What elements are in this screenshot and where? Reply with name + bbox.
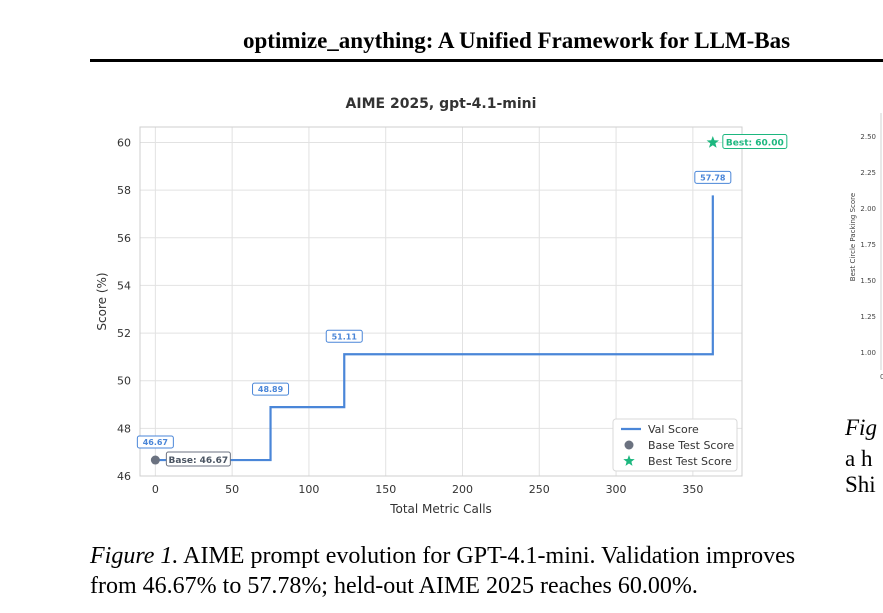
val-score-line bbox=[155, 195, 714, 462]
y-axis-label: Score (%) bbox=[95, 272, 109, 330]
step-label: 46.67 bbox=[143, 438, 168, 447]
x-tick-label: 50 bbox=[225, 483, 239, 496]
side-text-line-1: a h bbox=[845, 446, 873, 471]
base-label-box bbox=[165, 451, 231, 467]
x-tick-label: 350 bbox=[682, 483, 703, 496]
side-y-tick-label: 2.25 bbox=[860, 169, 876, 177]
side-y-tick-label: 2.50 bbox=[860, 133, 876, 141]
legend-base-label: Base Test Score bbox=[648, 439, 734, 452]
x-tick-label: 300 bbox=[606, 483, 627, 496]
legend-best-label: Best Test Score bbox=[648, 455, 732, 468]
paper-header-title: optimize_anything: A Unified Framework f… bbox=[243, 28, 791, 53]
y-tick-label: 60 bbox=[117, 136, 131, 149]
y-tick-label: 48 bbox=[117, 422, 131, 435]
step-label-box bbox=[325, 329, 363, 343]
x-tick-label: 200 bbox=[452, 483, 473, 496]
y-tick-label: 50 bbox=[117, 375, 131, 388]
y-tick-label: 52 bbox=[117, 327, 131, 340]
y-tick-label: 58 bbox=[117, 184, 131, 197]
side-y-axis-label: Best Circle Packing Score bbox=[849, 193, 857, 281]
best-label: Best: 60.00 bbox=[726, 138, 784, 148]
base-label: Base: 46.67 bbox=[169, 456, 229, 466]
figure-caption: Figure 1. AIME prompt evolution for GPT-… bbox=[90, 541, 810, 601]
base-test-point bbox=[150, 455, 160, 465]
x-axis-label: Total Metric Calls bbox=[389, 502, 492, 516]
header-rule bbox=[90, 59, 883, 62]
step-label: 51.11 bbox=[332, 332, 358, 341]
step-label-box bbox=[252, 382, 290, 396]
side-y-tick-label: 1.50 bbox=[860, 277, 876, 285]
x-tick-label: 100 bbox=[298, 483, 319, 496]
best-label-box bbox=[722, 133, 788, 149]
side-text-line-2: Shi bbox=[845, 472, 876, 497]
best-test-point bbox=[706, 136, 719, 148]
side-y-tick-label: 1.25 bbox=[860, 313, 876, 321]
caption-label: Figure 1. bbox=[90, 543, 179, 569]
side-y-tick-label: 1.00 bbox=[860, 349, 876, 357]
step-label-box bbox=[136, 435, 174, 449]
legend-base-swatch bbox=[624, 440, 634, 450]
side-y-tick-label: 2.00 bbox=[860, 205, 876, 213]
x-tick-label: 150 bbox=[375, 483, 396, 496]
chart-title: AIME 2025, gpt-4.1-mini bbox=[346, 96, 537, 112]
step-label-box bbox=[694, 170, 732, 184]
caption-text: AIME prompt evolution for GPT-4.1-mini. … bbox=[90, 543, 796, 599]
legend-val-label: Val Score bbox=[648, 423, 699, 436]
legend-box bbox=[612, 418, 738, 472]
side-y-tick-label: 1.75 bbox=[860, 241, 876, 249]
y-tick-label: 54 bbox=[117, 279, 131, 292]
x-tick-label: 250 bbox=[529, 483, 550, 496]
step-label: 48.89 bbox=[258, 385, 284, 394]
step-label: 57.78 bbox=[700, 173, 726, 182]
side-figure-label: Fig bbox=[845, 415, 877, 440]
side-x-tick-label: 0 bbox=[880, 373, 883, 381]
x-tick-label: 0 bbox=[152, 483, 159, 496]
y-tick-label: 46 bbox=[117, 470, 131, 483]
plot-frame bbox=[139, 126, 743, 477]
legend-best-swatch bbox=[623, 455, 635, 466]
y-tick-label: 56 bbox=[117, 232, 131, 245]
aime-chart: 0 50 100 150 200 250 300 350 46 48 50 52 54 56 58 60 AIM… bbox=[95, 96, 883, 516]
